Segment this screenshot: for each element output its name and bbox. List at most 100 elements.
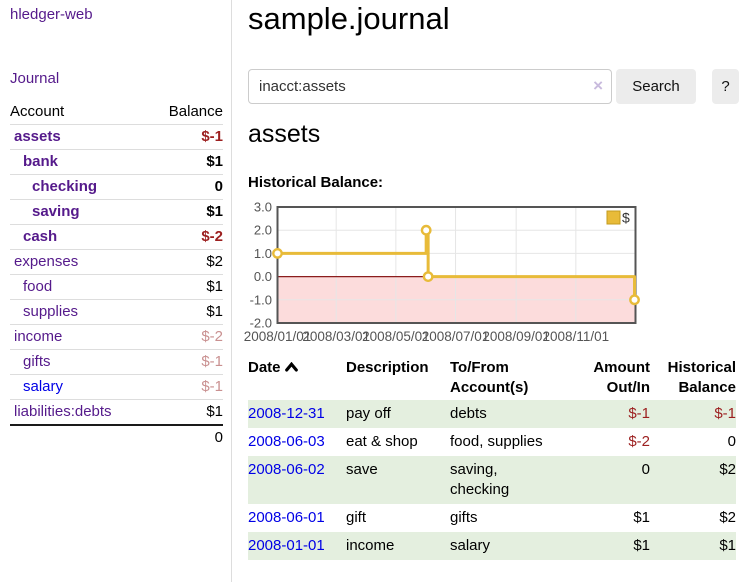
svg-text:2008/11/01: 2008/11/01: [543, 329, 610, 344]
transactions-header-balance: Historical Balance: [667, 359, 736, 396]
transaction-row: 2008-06-02 save saving, checking 0 $2: [248, 456, 736, 504]
account-row: liabilities:debts $1: [10, 399, 223, 426]
transaction-amount: $1: [633, 509, 650, 526]
account-balance: $2: [148, 249, 223, 275]
account-section-title: assets: [248, 120, 321, 148]
sidebar-account-link[interactable]: saving: [32, 203, 80, 220]
account-balance: $1: [148, 274, 223, 300]
account-balance: $1: [148, 399, 223, 426]
transaction-amount: 0: [641, 461, 650, 478]
account-row: cash $-2: [10, 224, 223, 250]
transactions-header-amount: Amount Out/In: [593, 359, 650, 396]
accounts-header-balance: Balance: [148, 99, 223, 125]
transaction-accounts: debts: [450, 405, 487, 422]
account-row: gifts $-1: [10, 349, 223, 375]
chart-title: Historical Balance:: [248, 174, 384, 191]
accounts-table-header: Account Balance: [10, 99, 223, 125]
page-title: sample.journal: [248, 1, 450, 36]
search-input[interactable]: [248, 69, 612, 104]
main-content: sample.journal × Search ? assets Histori…: [244, 0, 742, 582]
search-input-wrap: ×: [248, 69, 612, 104]
chevron-up-icon: [284, 361, 298, 372]
transaction-accounts: salary: [450, 537, 491, 554]
transaction-balance: $2: [719, 461, 736, 478]
transaction-row: 2008-01-01 income salary $1 $1: [248, 532, 736, 560]
account-row: income $-2: [10, 324, 223, 350]
transaction-description: save: [346, 461, 378, 478]
transaction-date-link[interactable]: 2008-06-01: [248, 509, 325, 526]
svg-text:-1.0: -1.0: [250, 292, 272, 307]
transactions-header-date[interactable]: Date: [248, 356, 346, 400]
svg-text:2008/03/01: 2008/03/01: [302, 329, 370, 344]
account-balance: $-1: [148, 124, 223, 150]
sidebar-account-link[interactable]: checking: [32, 178, 98, 195]
svg-text:-2.0: -2.0: [250, 316, 272, 331]
account-row: checking 0: [10, 174, 223, 200]
account-row: salary $-1: [10, 374, 223, 400]
transaction-accounts: saving, checking: [450, 461, 510, 498]
transaction-date-link[interactable]: 2008-06-02: [248, 461, 325, 478]
sidebar-account-link[interactable]: expenses: [14, 253, 79, 270]
svg-text:2008/07/01: 2008/07/01: [422, 329, 490, 344]
account-balance: $1: [148, 199, 223, 225]
sidebar: hledger-web Journal Account Balance asse…: [0, 0, 232, 582]
svg-text:1.0: 1.0: [254, 246, 272, 261]
svg-text:2008/05/01: 2008/05/01: [362, 329, 430, 344]
transaction-balance: 0: [727, 433, 736, 450]
transaction-date-link[interactable]: 2008-01-01: [248, 537, 325, 554]
svg-text:0.0: 0.0: [254, 269, 272, 284]
account-balance: $-1: [148, 349, 223, 375]
sidebar-account-link[interactable]: food: [23, 278, 53, 295]
transaction-row: 2008-06-03 eat & shop food, supplies $-2 0: [248, 428, 736, 456]
svg-text:2008/09/01: 2008/09/01: [482, 329, 550, 344]
sidebar-item-journal[interactable]: Journal: [10, 70, 60, 87]
historical-balance-chart[interactable]: $3.0 2.0 1.0 0.0 -1.0 -2.0 2008/01/01 2008/03/0…: [244, 200, 668, 354]
accounts-total-balance: 0: [148, 424, 223, 450]
transaction-balance: $-1: [714, 405, 736, 422]
account-balance: $-1: [148, 374, 223, 400]
accounts-total-row: 0: [10, 424, 223, 450]
app-brand-link[interactable]: hledger-web: [10, 6, 93, 23]
svg-text:3.0: 3.0: [254, 200, 272, 215]
transaction-description: eat & shop: [346, 433, 418, 450]
search-form: × Search ?: [248, 69, 742, 105]
sidebar-account-link[interactable]: gifts: [23, 353, 51, 370]
transactions-header-tofrom: To/From Account(s): [450, 359, 529, 396]
sidebar-account-link[interactable]: liabilities:debts: [14, 403, 112, 420]
sidebar-account-link[interactable]: assets: [14, 128, 61, 145]
transaction-balance: $2: [719, 509, 736, 526]
transaction-description: pay off: [346, 405, 391, 422]
svg-text:2.0: 2.0: [254, 223, 272, 238]
account-balance: $-2: [148, 324, 223, 350]
clear-search-icon[interactable]: ×: [593, 76, 603, 95]
svg-text:2008/01/01: 2008/01/01: [244, 329, 312, 344]
sidebar-account-link[interactable]: income: [14, 328, 63, 345]
help-button[interactable]: ?: [712, 69, 739, 104]
accounts-table: Account Balance assets $-1 bank $1 checking 0…: [10, 99, 223, 450]
transactions-table: Date Description To/From Account(s) Amou…: [248, 356, 736, 560]
sidebar-account-link[interactable]: bank: [23, 153, 59, 170]
search-button[interactable]: Search: [616, 69, 696, 104]
transactions-header-row: Date Description To/From Account(s) Amou…: [248, 356, 736, 400]
transaction-date-link[interactable]: 2008-06-03: [248, 433, 325, 450]
accounts-header-account: Account: [10, 99, 149, 125]
sidebar-account-link[interactable]: salary: [23, 378, 64, 395]
account-row: assets $-1: [10, 124, 223, 150]
transaction-row: 2008-12-31 pay off debts $-1 $-1: [248, 400, 736, 428]
transaction-amount: $-1: [628, 405, 650, 422]
transactions-header-description: Description: [346, 359, 429, 376]
transaction-description: income: [346, 537, 395, 554]
account-balance: $1: [148, 149, 223, 175]
transaction-row: 2008-06-01 gift gifts $1 $2: [248, 504, 736, 532]
sidebar-account-link[interactable]: cash: [23, 228, 58, 245]
transaction-date-link[interactable]: 2008-12-31: [248, 405, 325, 422]
svg-text:$: $: [622, 210, 630, 226]
account-balance: 0: [148, 174, 223, 200]
account-row: expenses $2: [10, 249, 223, 275]
transaction-description: gift: [346, 509, 367, 526]
account-balance: $-2: [148, 224, 223, 250]
account-row: saving $1: [10, 199, 223, 225]
transaction-balance: $1: [719, 537, 736, 554]
sidebar-account-link[interactable]: supplies: [23, 303, 79, 320]
account-row: food $1: [10, 274, 223, 300]
